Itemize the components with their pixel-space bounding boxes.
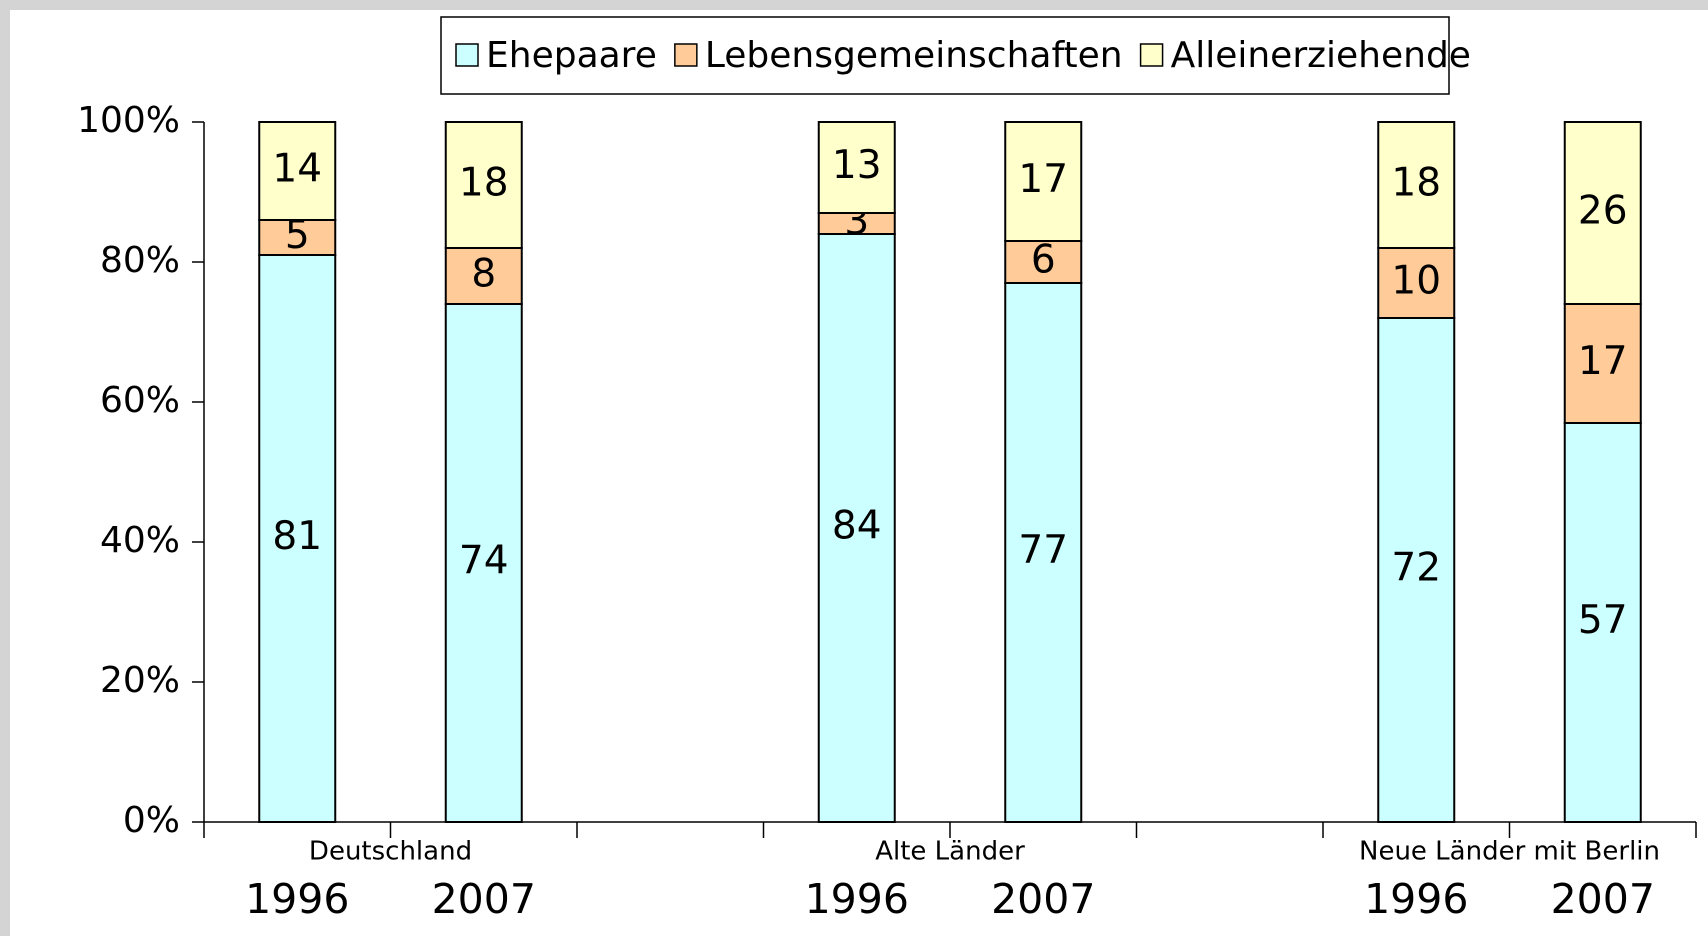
bar-segment [1377,317,1456,823]
y-tick-label: 20% [100,660,180,701]
bar-segment [1377,121,1456,249]
legend-label: Alleinerziehende [1171,35,1471,76]
data-label: 26 [1578,189,1628,234]
data-label: 17 [1578,339,1628,384]
bar-segment [1004,282,1083,823]
legend-box [440,16,1450,95]
data-label: 8 [471,252,496,297]
bar-segment [817,121,896,214]
x-tick-label: 1996 [1364,875,1468,923]
bar-segment [258,219,337,256]
legend-swatch [674,43,698,67]
data-label: 10 [1391,259,1441,304]
data-label: 81 [272,514,322,559]
legend-label: Lebensgemeinschaften [705,35,1123,76]
x-tick-label: 1996 [245,875,349,923]
y-tick-label: 60% [100,380,180,421]
data-label: 57 [1578,598,1628,643]
bar-segment [1563,121,1642,305]
group-label: Neue Länder mit Berlin [1359,837,1660,867]
x-tick-label: 2007 [432,875,536,923]
legend-label: Ehepaare [486,35,657,76]
y-tick-label: 80% [100,240,180,281]
y-tick-label: 0% [123,800,180,841]
x-tick-label: 2007 [991,875,1095,923]
data-label: 13 [832,143,882,188]
legend-swatch [455,43,479,67]
bar-segment [444,303,523,823]
data-label: 84 [832,504,882,549]
data-label: 14 [272,147,322,192]
bar-segment [258,254,337,823]
data-label: 18 [459,161,509,206]
bar-segment [1004,121,1083,242]
y-tick-label: 40% [100,520,180,561]
data-label: 74 [459,539,509,584]
group-label: Alte Länder [875,837,1025,867]
bar-segment [258,121,337,221]
data-label: 77 [1018,528,1068,573]
data-label: 18 [1391,161,1441,206]
group-label: Deutschland [309,837,472,867]
bar-segment [444,121,523,249]
data-label: 6 [1031,238,1056,283]
x-tick-label: 2007 [1551,875,1655,923]
legend-swatch [1139,43,1164,67]
x-tick-label: 1996 [805,875,909,923]
data-label: 72 [1391,546,1441,591]
bar-segment [444,247,523,305]
bar-segment [1563,422,1642,823]
y-tick-label: 100% [77,100,180,141]
data-label: 17 [1018,157,1068,202]
bar-segment [1563,303,1642,424]
